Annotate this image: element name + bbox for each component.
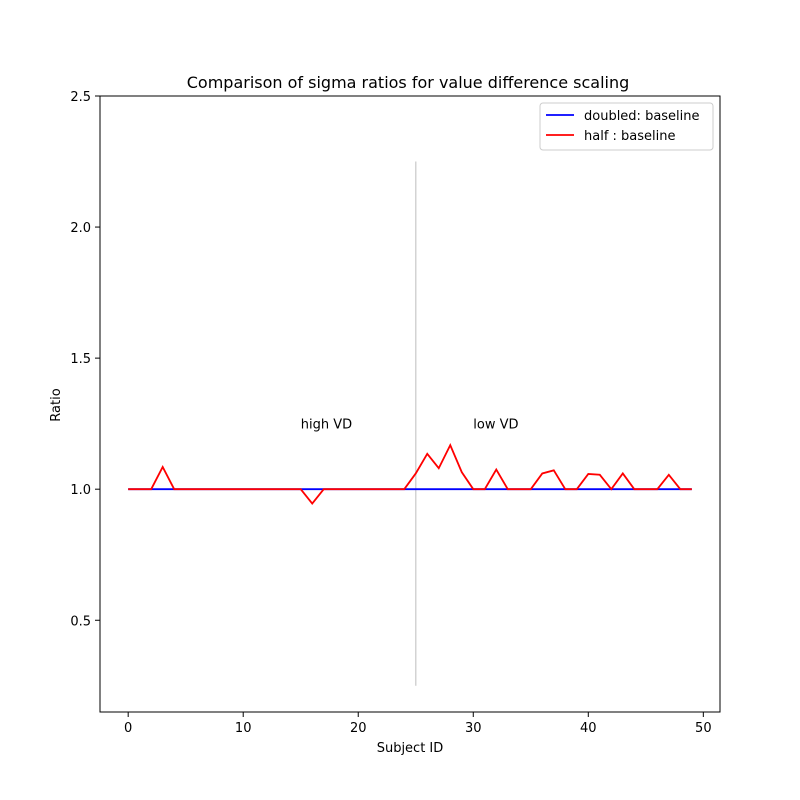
x-tick-label: 40 (580, 721, 597, 736)
x-tick-label: 10 (235, 721, 252, 736)
annotation-1: low VD (473, 418, 518, 433)
x-tick-label: 20 (350, 721, 367, 736)
legend-label-1: half : baseline (584, 129, 676, 144)
annotation-0: high VD (301, 418, 352, 433)
x-tick-label: 50 (695, 721, 712, 736)
chart-title: Comparison of sigma ratios for value dif… (187, 73, 630, 92)
y-tick-label: 1.5 (70, 352, 91, 367)
y-tick-label: 2.0 (70, 221, 91, 236)
legend-label-0: doubled: baseline (584, 109, 700, 124)
y-tick-label: 1.0 (70, 483, 91, 498)
plot-frame (99, 95, 721, 713)
legend-box (539, 102, 714, 151)
y-tick-label: 2.5 (70, 90, 91, 105)
legend: doubled: baseline half : baseline (539, 102, 714, 151)
y-axis-label: Ratio (49, 388, 64, 421)
x-axis-label: Subject ID (377, 741, 444, 756)
y-tick-label: 0.5 (70, 614, 91, 629)
x-tick-label: 30 (465, 721, 482, 736)
plot-area (100, 96, 720, 712)
x-tick-label: 0 (124, 721, 132, 736)
series-line-1 (128, 443, 692, 506)
